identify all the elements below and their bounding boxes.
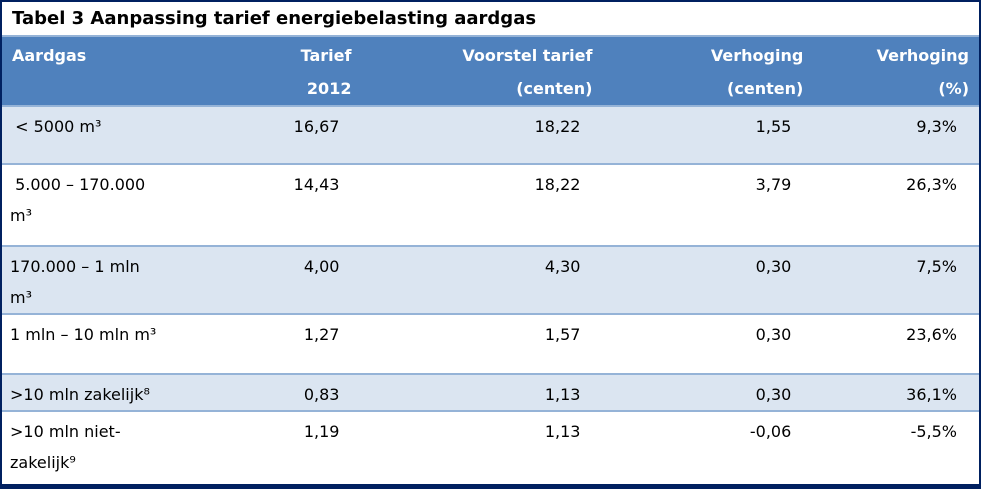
cell-category: 5.000 – 170.000 m³ xyxy=(10,175,146,225)
cell-category: 170.000 – 1 mln m³ xyxy=(10,257,140,307)
cell-category: >10 mln niet- zakelijk⁹ xyxy=(10,422,121,472)
cell-verhoging-centen: 3,79 xyxy=(755,175,792,194)
column-header-label: Aardgas xyxy=(12,46,87,65)
cell-verhoging-pct: 9,3% xyxy=(916,117,957,136)
column-header-verhoging-pct: Verhoging (%) xyxy=(813,36,979,106)
table-row: >10 mln zakelijk⁸ 0,83 1,13 0,30 36,1% xyxy=(2,374,979,411)
cell-voorstel-tarief: 4,30 xyxy=(544,257,581,276)
column-header-voorstel-tarief: Voorstel tarief (centen) xyxy=(361,36,602,106)
column-header-sublabel: (%) xyxy=(938,79,969,98)
table-row: 170.000 – 1 mln m³ 4,00 4,30 0,30 7,5% xyxy=(2,246,979,314)
cell-verhoging-pct: 26,3% xyxy=(906,175,957,194)
column-header-label: Verhoging xyxy=(710,46,804,65)
column-header-label: Verhoging xyxy=(876,46,969,65)
column-header-aardgas: Aardgas xyxy=(2,36,271,106)
cell-verhoging-pct: 7,5% xyxy=(916,257,957,276)
table-title: Tabel 3 Aanpassing tarief energiebelasti… xyxy=(2,2,979,35)
table-row: >10 mln niet- zakelijk⁹ 1,19 1,13 -0,06 … xyxy=(2,411,979,478)
energy-tax-table: Aardgas Tarief 2012 Voorstel tarief (cen… xyxy=(2,35,979,478)
cell-verhoging-pct: -5,5% xyxy=(910,422,957,441)
cell-category: >10 mln zakelijk⁸ xyxy=(10,385,150,404)
cell-tarief-2012: 14,43 xyxy=(293,175,340,194)
cell-tarief-2012: 1,19 xyxy=(303,422,340,441)
table-row: 1 mln – 10 mln m³ 1,27 1,57 0,30 23,6% xyxy=(2,314,979,374)
table-row: < 5000 m³ 16,67 18,22 1,55 9,3% xyxy=(2,106,979,164)
cell-verhoging-centen: -0,06 xyxy=(749,422,792,441)
column-header-sublabel: (centen) xyxy=(727,79,804,98)
cell-category: < 5000 m³ xyxy=(10,117,102,136)
cell-tarief-2012: 0,83 xyxy=(303,385,340,404)
cell-tarief-2012: 16,67 xyxy=(293,117,340,136)
cell-verhoging-centen: 0,30 xyxy=(755,257,792,276)
cell-voorstel-tarief: 18,22 xyxy=(534,117,581,136)
cell-category: 1 mln – 10 mln m³ xyxy=(10,325,157,344)
cell-verhoging-centen: 0,30 xyxy=(755,325,792,344)
cell-voorstel-tarief: 1,13 xyxy=(544,422,581,441)
cell-verhoging-pct: 23,6% xyxy=(906,325,957,344)
column-header-label: Voorstel tarief xyxy=(462,46,593,65)
column-header-verhoging-centen: Verhoging (centen) xyxy=(602,36,813,106)
cell-tarief-2012: 1,27 xyxy=(303,325,340,344)
cell-tarief-2012: 4,00 xyxy=(303,257,340,276)
cell-voorstel-tarief: 1,57 xyxy=(544,325,581,344)
cell-voorstel-tarief: 18,22 xyxy=(534,175,581,194)
cell-voorstel-tarief: 1,13 xyxy=(544,385,581,404)
column-header-sublabel: (centen) xyxy=(516,79,593,98)
cell-verhoging-pct: 36,1% xyxy=(906,385,957,404)
table-header-row: Aardgas Tarief 2012 Voorstel tarief (cen… xyxy=(2,36,979,106)
cell-verhoging-centen: 1,55 xyxy=(755,117,792,136)
column-header-tarief-2012: Tarief 2012 xyxy=(271,36,361,106)
column-header-sublabel: 2012 xyxy=(306,79,352,98)
column-header-label: Tarief xyxy=(300,46,352,65)
cell-verhoging-centen: 0,30 xyxy=(755,385,792,404)
table-row: 5.000 – 170.000 m³ 14,43 18,22 3,79 26,3… xyxy=(2,164,979,246)
